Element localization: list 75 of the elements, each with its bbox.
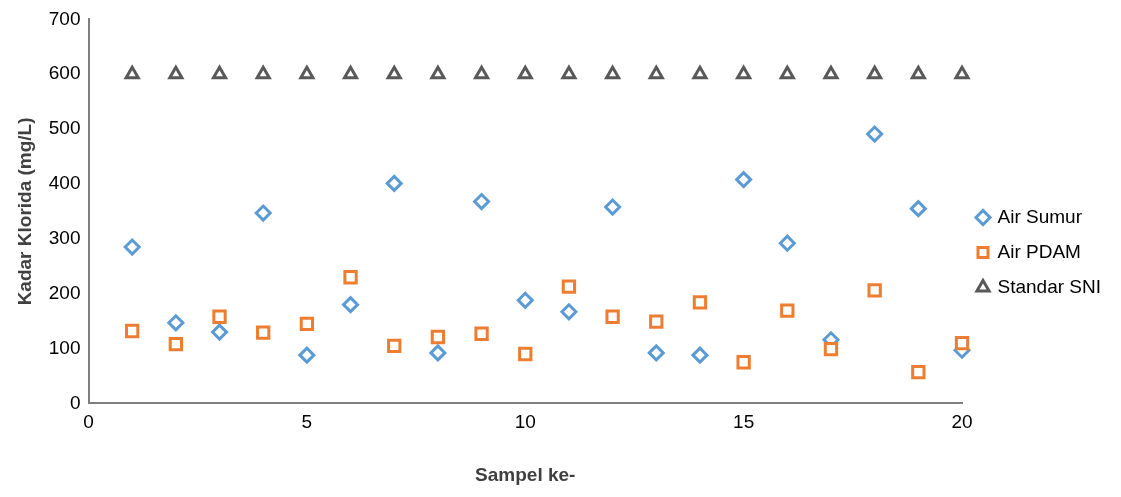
point (168, 337, 184, 352)
point (518, 346, 533, 362)
point (256, 325, 271, 340)
point (123, 238, 141, 256)
point (561, 279, 577, 294)
point (125, 323, 140, 339)
legend-label: Air Sumur (997, 205, 1083, 227)
point (866, 125, 884, 143)
point (780, 303, 795, 318)
point (560, 303, 578, 321)
x-axis-title: Sampel ke- (475, 463, 576, 485)
legend-label: Air PDAM (997, 240, 1081, 262)
point (647, 344, 665, 362)
point (516, 291, 534, 309)
point (649, 314, 664, 329)
point (298, 346, 316, 364)
point (255, 65, 271, 80)
point (648, 65, 664, 80)
point (605, 65, 621, 80)
y-tick-label: 600 (48, 62, 81, 84)
point (386, 65, 402, 80)
point (167, 314, 185, 332)
point (254, 204, 272, 222)
x-tick-label: 15 (733, 411, 755, 433)
point (299, 65, 315, 80)
point (387, 338, 402, 353)
point (430, 65, 446, 80)
point (692, 295, 708, 310)
point (910, 65, 926, 80)
y-tick-label: 400 (48, 172, 81, 194)
point (954, 335, 970, 351)
y-tick-label: 100 (48, 336, 81, 358)
y-tick-label: 700 (48, 7, 81, 29)
point (474, 65, 490, 80)
point (823, 65, 839, 80)
point (605, 309, 620, 324)
point (211, 323, 229, 341)
point (342, 65, 359, 80)
point (124, 65, 140, 80)
point (909, 200, 927, 218)
y-tick-label: 0 (69, 391, 81, 413)
legend-label: Standar SNI (997, 275, 1101, 297)
point (867, 65, 883, 80)
y-tick-label: 500 (48, 117, 81, 139)
y-tick-label: 200 (48, 281, 81, 303)
point (561, 65, 577, 80)
point (517, 65, 533, 80)
point (823, 341, 839, 357)
point (430, 329, 446, 345)
y-axis-title: Kadar Klorida (mg/L) (13, 117, 35, 306)
point (211, 65, 228, 80)
x-tick-label: 20 (951, 411, 973, 433)
point (604, 198, 622, 216)
point (299, 316, 315, 332)
point (212, 309, 227, 324)
point (778, 234, 796, 252)
point (385, 174, 403, 192)
point (691, 346, 709, 364)
point (735, 171, 753, 189)
point (867, 283, 882, 298)
point (473, 193, 491, 211)
point (736, 65, 752, 80)
x-tick-label: 10 (514, 411, 536, 433)
point (342, 296, 360, 314)
point (911, 364, 926, 380)
point (954, 65, 970, 80)
point (779, 65, 795, 80)
point (168, 65, 184, 80)
point (343, 270, 358, 285)
point (474, 326, 489, 341)
point (736, 355, 751, 370)
point (692, 65, 708, 80)
point (429, 344, 447, 362)
y-tick-label: 300 (48, 227, 81, 249)
x-tick-label: 5 (301, 411, 313, 433)
